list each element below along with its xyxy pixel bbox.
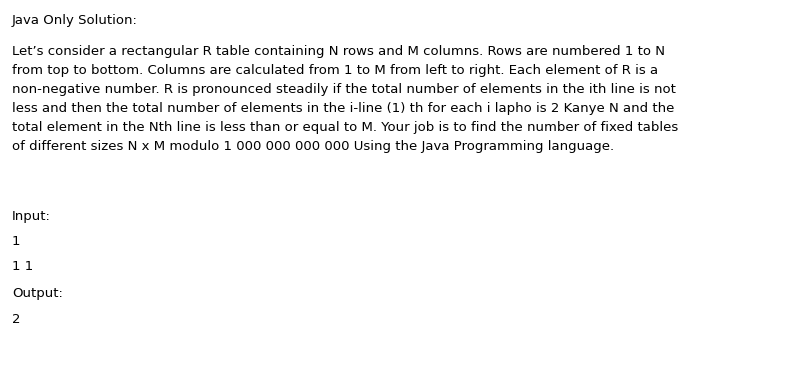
Text: Output:: Output: [12, 287, 63, 300]
Text: 2: 2 [12, 313, 20, 326]
Text: Let’s consider a rectangular R table containing N rows and M columns. Rows are n: Let’s consider a rectangular R table con… [12, 45, 678, 153]
Text: Input:: Input: [12, 210, 51, 223]
Text: 1: 1 [12, 235, 20, 248]
Text: 1 1: 1 1 [12, 260, 33, 273]
Text: Java Only Solution:: Java Only Solution: [12, 14, 138, 27]
